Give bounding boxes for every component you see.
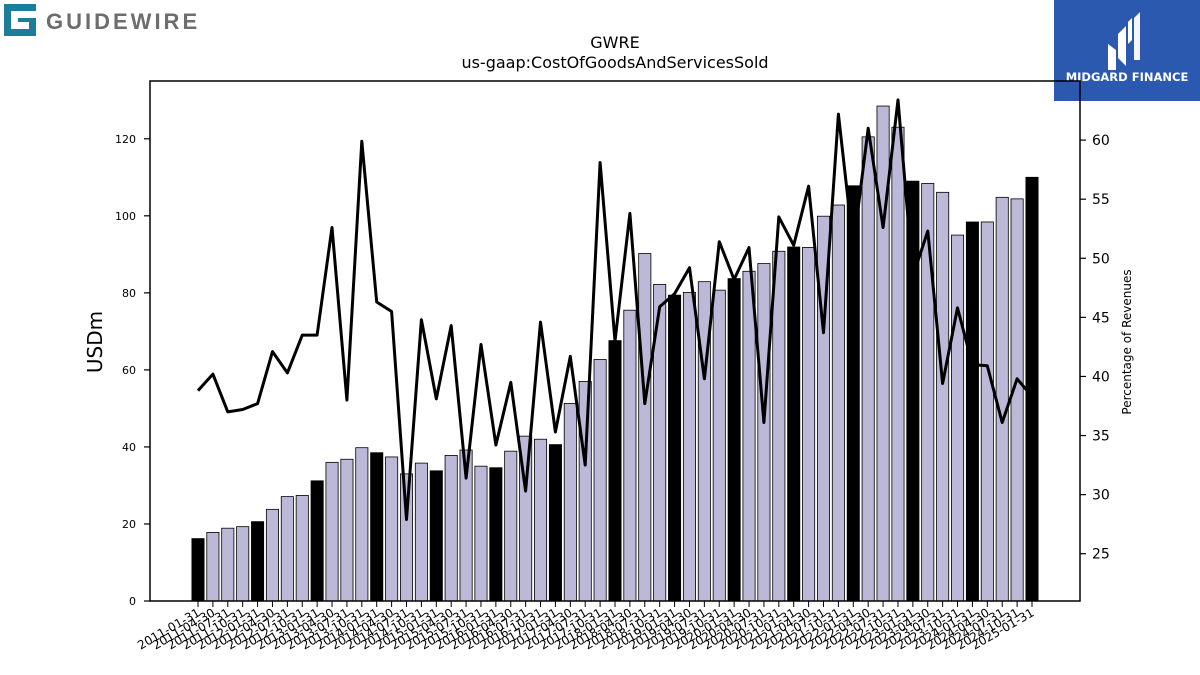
y-tick-label: 100 — [115, 210, 136, 223]
guidewire-logo-text: GUIDEWIRE — [46, 9, 200, 34]
x-axis: 2011-01-312011-04-302011-07-312011-10-31… — [135, 601, 1037, 652]
y2-tick-label: 55 — [1092, 192, 1110, 208]
guidewire-g-icon — [4, 4, 36, 36]
midgard-finance-logo: MIDGARD FINANCE — [1054, 0, 1200, 101]
bar — [548, 444, 562, 602]
bar — [489, 467, 503, 602]
bar — [638, 253, 652, 602]
bar — [742, 270, 756, 602]
bar — [534, 438, 548, 602]
bar — [995, 196, 1009, 602]
guidewire-logo: GUIDEWIRE — [4, 4, 200, 36]
bar — [429, 470, 443, 602]
y-tick-label: 80 — [122, 287, 136, 300]
y-tick-label: 20 — [122, 518, 136, 531]
bar — [265, 508, 279, 602]
bar — [385, 456, 399, 602]
bar — [325, 461, 339, 602]
bar — [236, 526, 250, 602]
bar — [414, 462, 428, 602]
y2-tick-label: 25 — [1092, 547, 1110, 563]
bar — [772, 250, 786, 602]
bar-series — [191, 105, 1039, 602]
y2-tick-label: 30 — [1092, 488, 1110, 504]
bar — [757, 263, 771, 602]
percentage-line — [196, 98, 1034, 521]
y2-tick-label: 45 — [1092, 310, 1110, 326]
bar — [727, 278, 741, 602]
y-axis-label: USDm — [83, 311, 107, 373]
bar — [280, 496, 294, 602]
line-series — [196, 98, 1034, 521]
bar — [340, 458, 354, 602]
bar — [206, 532, 220, 602]
y-tick-label: 60 — [122, 364, 136, 377]
bar — [891, 126, 905, 602]
y-tick-label: 120 — [115, 133, 136, 146]
bar — [668, 294, 682, 602]
bar — [1010, 198, 1024, 602]
y-axis-right: 25 30 35 40 45 50 55 60 — [1080, 133, 1110, 563]
bar — [251, 521, 265, 602]
bar — [623, 309, 637, 602]
bar — [831, 204, 845, 602]
y-tick-label: 40 — [122, 441, 136, 454]
bar — [787, 246, 801, 602]
chart-subtitle: us-gaap:CostOfGoodsAndServicesSold — [461, 53, 768, 72]
bar — [951, 234, 965, 602]
y-axis-left: 0 20 40 60 80 100 120 — [115, 133, 150, 608]
bar — [846, 185, 860, 602]
bar — [712, 289, 726, 602]
bar — [682, 292, 696, 602]
bar — [444, 454, 458, 602]
midgard-m-icon — [1108, 12, 1140, 70]
bar — [936, 191, 950, 602]
y-tick-label: 0 — [129, 595, 136, 608]
bar — [355, 447, 369, 602]
bar — [578, 381, 592, 602]
bar — [221, 527, 235, 602]
bar — [295, 495, 309, 602]
bar — [906, 180, 920, 602]
bar — [399, 473, 414, 602]
bar — [802, 246, 816, 602]
y2-tick-label: 35 — [1092, 429, 1110, 445]
bar — [980, 221, 994, 602]
bar — [310, 480, 324, 602]
y2-axis-label: Percentage of Revenues — [1120, 269, 1134, 414]
bar — [861, 136, 875, 602]
y2-tick-label: 40 — [1092, 369, 1110, 385]
y2-tick-label: 60 — [1092, 133, 1110, 149]
bar — [563, 402, 577, 602]
bar — [593, 359, 607, 602]
bar — [608, 340, 622, 602]
bar — [370, 452, 384, 602]
midgard-finance-logo-text: MIDGARD FINANCE — [1066, 70, 1189, 84]
chart-title: GWRE — [590, 33, 639, 52]
y2-tick-label: 50 — [1092, 251, 1110, 267]
bar — [504, 450, 518, 602]
bar — [191, 538, 205, 602]
bar — [474, 465, 488, 602]
bar — [965, 221, 979, 602]
